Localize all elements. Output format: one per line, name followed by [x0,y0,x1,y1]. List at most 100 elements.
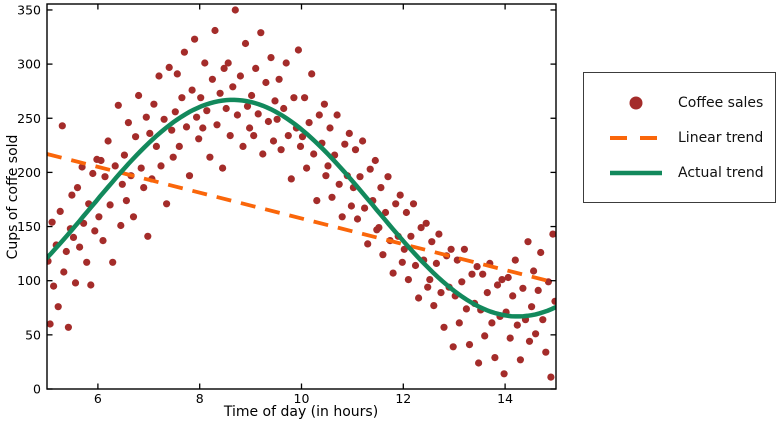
scatter-point [551,297,556,305]
scatter-point [389,269,397,277]
scatter-point [493,281,502,289]
x-tick-label: 8 [196,391,204,406]
scatter-point [402,208,410,217]
scatter-point [513,321,521,329]
scatter-point [257,29,265,37]
scatter-point [226,132,234,140]
scatter-point [465,341,474,349]
scatter-point [193,113,201,121]
scatter-point [371,156,379,165]
scatter-point [475,359,483,367]
plot-border [46,3,557,390]
scatter-point [155,72,163,80]
scatter-point [338,213,346,221]
scatter-point [449,343,457,351]
scatter-point [168,126,176,134]
scatter-point [243,102,252,110]
scatter-point [404,276,412,284]
scatter-point [547,373,555,381]
scatter-point [99,237,107,245]
scatter-point [69,233,78,241]
scatter-point [220,64,228,72]
scatter-point [73,184,82,192]
legend-item-actual-trend: Actual trend [584,155,775,190]
scatter-point [47,320,54,328]
scatter-point [201,59,209,67]
scatter-point [160,115,168,123]
scatter-point [460,245,468,253]
scatter-point [239,142,247,150]
scatter-point [524,238,532,246]
x-axis-label: Time of day (in hours) [223,404,379,420]
scatter-point [447,245,455,253]
scatter-point [437,289,445,297]
legend-label: Coffee sales [678,94,764,111]
scatter-point [528,303,536,311]
scatter-point [152,142,160,150]
scatter-point [236,72,244,80]
scatter-point [488,319,496,327]
scatter-point [97,156,105,165]
scatter-point [195,135,203,143]
scatter-point [308,70,316,78]
y-tick-label: 200 [17,165,41,180]
scatter-point [411,261,420,270]
scatter-point [50,282,58,290]
y-tick-label: 350 [17,2,41,17]
x-tick-label: 10 [294,391,310,406]
scatter-point [479,270,487,278]
scatter-point [483,289,491,297]
scatter-point [91,227,99,235]
scatter-point [224,59,232,67]
scatter-point [171,108,179,116]
scatter-point [140,184,148,192]
scatter-point [430,302,438,310]
scatter-point [137,164,145,172]
scatter-point [165,63,173,71]
scatter-point [109,258,117,266]
scatter-point [222,104,230,113]
scatter-point [120,151,128,159]
scatter-point [118,180,126,188]
scatter-point [101,173,109,181]
scatter-point [211,26,219,35]
x-tick-label: 12 [395,391,411,406]
scatter-point [262,78,270,87]
scatter-point [326,124,334,132]
scatter-point [185,172,194,180]
scatter-point [525,337,534,345]
scatter-point [303,164,311,172]
legend-marker-icon [629,96,643,109]
scatter-point [384,173,392,181]
scatter-point [163,200,171,208]
scatter-point [347,202,355,210]
scatter-point [267,54,275,62]
scatter-point [359,137,367,145]
scatter-point [259,150,267,158]
scatter-point [375,224,383,232]
scatter-point [280,104,288,113]
scatter-point [248,91,256,100]
scatter-point [219,164,227,172]
scatter-point [322,172,330,180]
scatter-point [246,124,254,132]
y-tick-label: 250 [17,111,41,126]
scatter-point [277,146,285,154]
legend-label: Linear trend [678,129,764,146]
scatter-point [157,162,165,170]
scatter-point [182,123,191,131]
scatter-point [104,137,112,145]
scatter-point [516,356,525,364]
scatter-point [504,273,512,282]
scatter-point [534,286,542,294]
scatter-point [298,133,307,141]
x-tick-label: 14 [497,391,513,406]
y-tick-label: 100 [17,273,41,288]
legend-label: Actual trend [678,164,764,181]
scatter-point [519,284,527,292]
scatter-point [173,70,181,78]
scatter-point [468,270,476,278]
scatter-point [231,6,239,14]
